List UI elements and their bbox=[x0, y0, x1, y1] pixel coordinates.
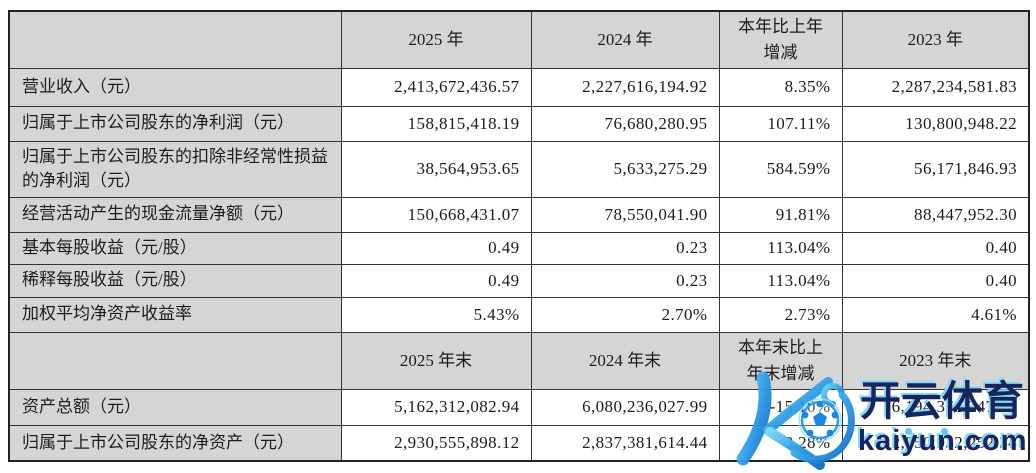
value-2024: 78,550,041.90 bbox=[530, 196, 720, 233]
table-header-row-period-end: 2025 年末 2024 年末 本年末比上年末增减 2023 年末 bbox=[8, 331, 1030, 390]
value-yoy-change: 2.73% bbox=[718, 296, 843, 333]
value-2025-end: 2,930,555,898.12 bbox=[340, 424, 532, 462]
metric-label: 营业收入（元） bbox=[8, 67, 342, 107]
table-row: 基本每股收益（元/股） 0.49 0.23 113.04% 0.40 bbox=[8, 231, 1030, 265]
table-row: 经营活动产生的现金流量净额（元） 150,668,431.07 78,550,0… bbox=[8, 196, 1030, 233]
metric-label: 归属于上市公司股东的净利润（元） bbox=[8, 105, 342, 142]
financial-report-page: 2025 年 2024 年 本年比上年增减 2023 年 营业收入（元） 2,4… bbox=[0, 10, 1036, 473]
value-2025: 150,668,431.07 bbox=[340, 196, 532, 233]
value-yoy-change: 113.04% bbox=[718, 263, 843, 298]
value-2023: 130,800,948.22 bbox=[841, 105, 1030, 142]
metric-label: 资产总额（元） bbox=[8, 388, 342, 426]
value-2025: 38,564,953.65 bbox=[340, 140, 532, 198]
financial-summary-table: 2025 年 2024 年 本年比上年增减 2023 年 营业收入（元） 2,4… bbox=[8, 10, 1030, 463]
table-row: 归属于上市公司股东的净资产（元） 2,930,555,898.12 2,837,… bbox=[8, 424, 1030, 462]
table-row: 营业收入（元） 2,413,672,436.57 2,227,616,194.9… bbox=[8, 67, 1030, 107]
value-2024: 5,633,275.29 bbox=[530, 140, 720, 198]
corner-cell bbox=[8, 10, 342, 69]
table-row: 资产总额（元） 5,162,312,082.94 6,080,236,027.9… bbox=[8, 388, 1030, 426]
metric-label: 经营活动产生的现金流量净额（元） bbox=[8, 196, 342, 233]
value-2024-end: 6,080,236,027.99 bbox=[530, 388, 720, 426]
value-2023-end: 6,194,361,247.01 bbox=[841, 388, 1030, 426]
value-2024: 2,227,616,194.92 bbox=[530, 67, 720, 107]
table-row: 归属于上市公司股东的净利润（元） 158,815,418.19 76,680,2… bbox=[8, 105, 1030, 142]
table-row: 加权平均净资产收益率 5.43% 2.70% 2.73% 4.61% bbox=[8, 296, 1030, 333]
value-yoy-change: 584.59% bbox=[718, 140, 843, 198]
metric-label: 稀释每股收益（元/股） bbox=[8, 263, 342, 298]
column-header-2024-end: 2024 年末 bbox=[530, 331, 720, 390]
value-2025: 2,413,672,436.57 bbox=[340, 67, 532, 107]
value-yoy-change: 8.35% bbox=[718, 67, 843, 107]
metric-label: 归属于上市公司股东的净资产（元） bbox=[8, 424, 342, 462]
value-2023: 0.40 bbox=[841, 231, 1030, 265]
value-2023: 2,287,234,581.83 bbox=[841, 67, 1030, 107]
column-header-2025: 2025 年 bbox=[340, 10, 532, 69]
value-2024: 0.23 bbox=[530, 263, 720, 298]
column-header-2024: 2024 年 bbox=[530, 10, 720, 69]
metric-label: 归属于上市公司股东的扣除非经常性损益的净利润（元） bbox=[8, 140, 342, 198]
table-row: 稀释每股收益（元/股） 0.49 0.23 113.04% 0.40 bbox=[8, 263, 1030, 298]
value-2024: 76,680,280.95 bbox=[530, 105, 720, 142]
column-header-2023: 2023 年 bbox=[841, 10, 1030, 69]
value-yoy-end-change: 3.28% bbox=[718, 424, 843, 462]
value-yoy-change: 113.04% bbox=[718, 231, 843, 265]
value-2025: 158,815,418.19 bbox=[340, 105, 532, 142]
value-2025: 0.49 bbox=[340, 231, 532, 265]
value-2025-end: 5,162,312,082.94 bbox=[340, 388, 532, 426]
value-2023: 88,447,952.30 bbox=[841, 196, 1030, 233]
value-2025: 0.49 bbox=[340, 263, 532, 298]
value-yoy-change: 107.11% bbox=[718, 105, 843, 142]
column-header-yoy-end-change: 本年末比上年末增减 bbox=[718, 331, 843, 390]
value-2023-end: 2,850,932,252.34 bbox=[841, 424, 1030, 462]
metric-label: 加权平均净资产收益率 bbox=[8, 296, 342, 333]
corner-cell bbox=[8, 331, 342, 390]
metric-label: 基本每股收益（元/股） bbox=[8, 231, 342, 265]
value-2024: 0.23 bbox=[530, 231, 720, 265]
value-2025: 5.43% bbox=[340, 296, 532, 333]
column-header-2023-end: 2023 年末 bbox=[841, 331, 1030, 390]
column-header-2025-end: 2025 年末 bbox=[340, 331, 532, 390]
column-header-yoy-change: 本年比上年增减 bbox=[718, 10, 843, 69]
value-2023: 56,171,846.93 bbox=[841, 140, 1030, 198]
value-yoy-end-change: -15.10% bbox=[718, 388, 843, 426]
table-row: 归属于上市公司股东的扣除非经常性损益的净利润（元） 38,564,953.65 … bbox=[8, 140, 1030, 198]
table-header-row-annual: 2025 年 2024 年 本年比上年增减 2023 年 bbox=[8, 10, 1030, 69]
value-2024: 2.70% bbox=[530, 296, 720, 333]
value-2023: 0.40 bbox=[841, 263, 1030, 298]
value-2023: 4.61% bbox=[841, 296, 1030, 333]
value-2024-end: 2,837,381,614.44 bbox=[530, 424, 720, 462]
value-yoy-change: 91.81% bbox=[718, 196, 843, 233]
